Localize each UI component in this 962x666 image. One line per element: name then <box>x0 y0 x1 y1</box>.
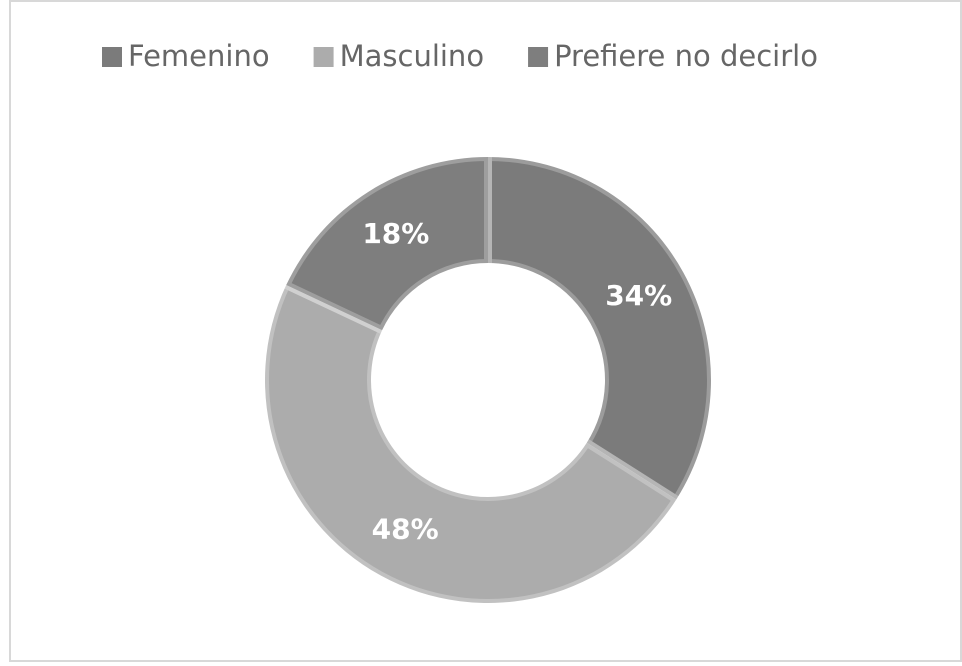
legend-label: Masculino <box>340 39 484 73</box>
legend-swatch <box>528 47 549 67</box>
legend-label: Femenino <box>128 39 270 73</box>
data-label: 48% <box>372 513 439 546</box>
data-label: 18% <box>362 217 429 250</box>
donut-segment <box>280 152 492 336</box>
donut-segment <box>261 279 682 607</box>
data-label: 34% <box>605 279 672 312</box>
legend-swatch <box>313 47 334 67</box>
legend-label: Prefiere no decirlo <box>554 39 818 73</box>
legend-swatch <box>102 47 122 67</box>
donut-segment <box>484 152 715 506</box>
